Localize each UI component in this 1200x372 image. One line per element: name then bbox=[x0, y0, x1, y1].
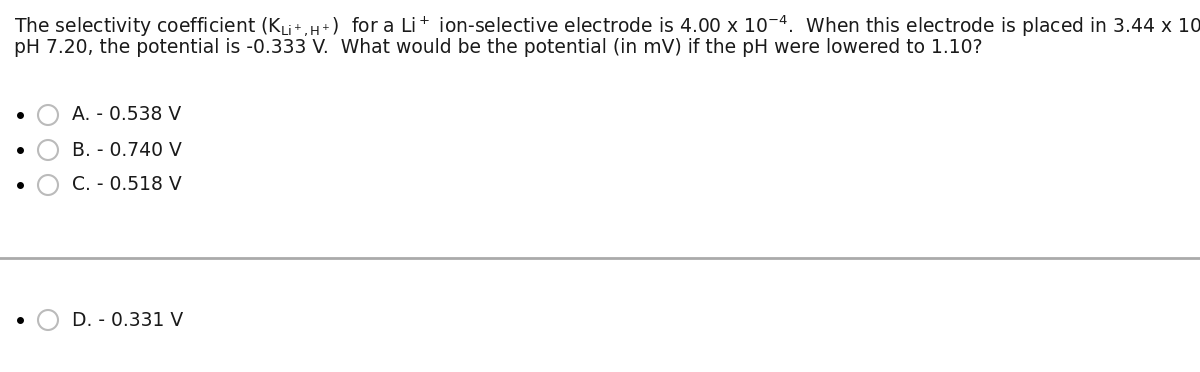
Text: pH 7.20, the potential is -0.333 V.  What would be the potential (in mV) if the : pH 7.20, the potential is -0.333 V. What… bbox=[14, 38, 983, 57]
Text: B. - 0.740 V: B. - 0.740 V bbox=[72, 141, 182, 160]
Text: The selectivity coefficient (K$_{\mathrm{Li^+,H^+}}$)  for a Li$^+$ ion-selectiv: The selectivity coefficient (K$_{\mathrm… bbox=[14, 14, 1200, 39]
Text: D. - 0.331 V: D. - 0.331 V bbox=[72, 311, 184, 330]
Text: A. - 0.538 V: A. - 0.538 V bbox=[72, 106, 181, 125]
Text: C. - 0.518 V: C. - 0.518 V bbox=[72, 176, 181, 195]
